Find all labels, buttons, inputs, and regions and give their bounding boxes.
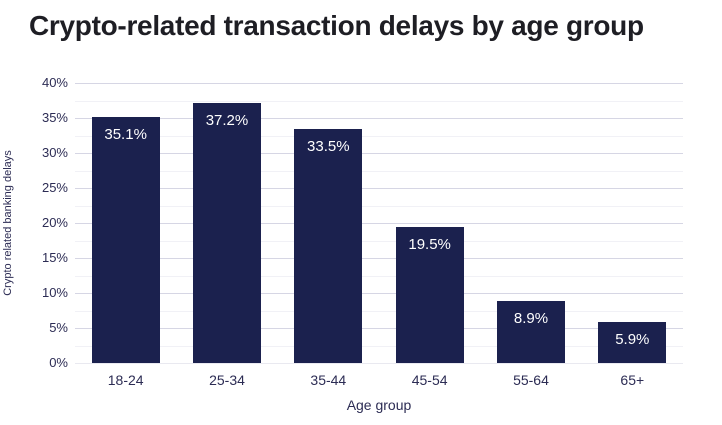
y-tick-label: 25%: [41, 180, 68, 195]
bar-value-label: 35.1%: [104, 126, 147, 144]
x-tick-label: 35-44: [310, 372, 347, 388]
y-tick-label: 15%: [41, 250, 68, 265]
major-gridline: [75, 258, 683, 259]
bar-55-64: 8.9%: [496, 300, 565, 363]
major-gridline: [75, 293, 683, 294]
bar-slot: 33.5%: [278, 83, 379, 363]
minor-gridline: [75, 170, 683, 172]
x-tick-label: 55-64: [513, 372, 549, 388]
bar-value-label: 19.5%: [408, 235, 451, 253]
major-gridline: [75, 223, 683, 224]
x-tick-label: 65+: [620, 372, 645, 388]
major-gridline: [75, 153, 683, 154]
y-tick-label: 40%: [41, 75, 68, 90]
major-gridline: [75, 118, 683, 119]
minor-gridline: [75, 205, 683, 207]
x-tick-label: 45-54: [411, 372, 448, 388]
y-tick-label: 5%: [49, 320, 68, 335]
x-tick-label: 18-24: [107, 372, 144, 388]
y-tick-label: 10%: [41, 285, 68, 300]
minor-gridline: [75, 310, 683, 312]
bar-65+: 5.9%: [598, 321, 667, 363]
bar-45-54: 19.5%: [395, 226, 464, 363]
major-gridline: [75, 188, 683, 189]
x-axis-tick-labels: 18-24 25-34 35-44 45-54 55-64 65+: [75, 372, 683, 388]
y-tick-label: 20%: [41, 215, 68, 230]
bar-35-44: 33.5%: [294, 128, 363, 363]
bars-row: 35.1% 37.2% 33.5% 19.5% 8.9% 5.9%: [75, 83, 683, 363]
major-gridline: [75, 328, 683, 329]
bar-value-label: 8.9%: [513, 309, 549, 327]
y-tick-label: 30%: [41, 145, 68, 160]
major-gridline: [75, 83, 683, 84]
bar-25-34: 37.2%: [192, 102, 261, 363]
y-tick-label: 0%: [49, 355, 68, 370]
plot-area: 35.1% 37.2% 33.5% 19.5% 8.9% 5.9%: [75, 83, 683, 364]
minor-gridline: [75, 100, 683, 102]
bar-value-label: 5.9%: [615, 330, 650, 348]
minor-gridline: [75, 275, 683, 277]
minor-gridline: [75, 135, 683, 137]
y-axis-title: Crypto related banking delays: [2, 150, 14, 296]
bar-slot: 37.2%: [176, 83, 277, 363]
bar-value-label: 37.2%: [205, 111, 249, 129]
x-tick-label: 25-34: [209, 372, 245, 388]
bar-18-24: 35.1%: [91, 117, 160, 363]
y-tick-label: 35%: [41, 110, 68, 125]
bar-value-label: 33.5%: [307, 137, 350, 155]
x-axis-title: Age group: [346, 397, 412, 413]
bar-slot: 19.5%: [379, 83, 480, 363]
minor-gridline: [75, 345, 683, 347]
bar-slot: 5.9%: [582, 83, 683, 363]
chart-title: Crypto-related transaction delays by age…: [29, 10, 644, 41]
bar-slot: 8.9%: [480, 83, 581, 363]
minor-gridline: [75, 240, 683, 242]
bar-slot: 35.1%: [75, 83, 176, 363]
x-axis-baseline: [75, 363, 683, 364]
